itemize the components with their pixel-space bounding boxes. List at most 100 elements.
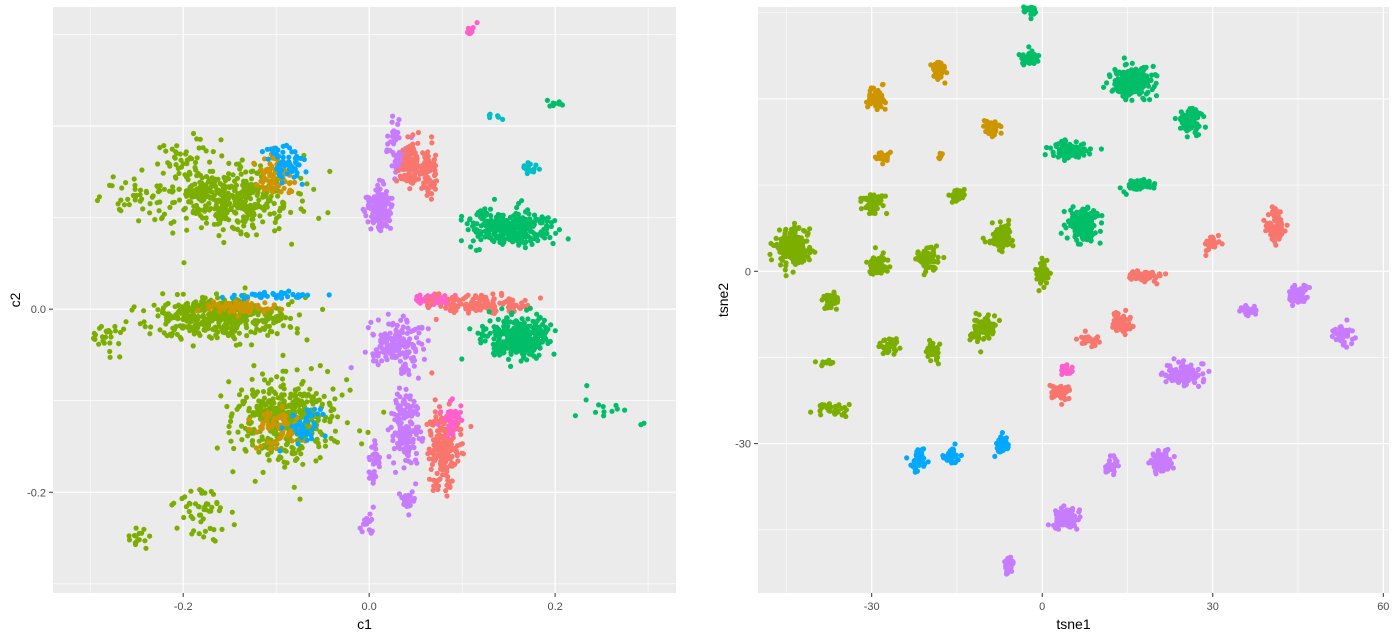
scatter-point bbox=[407, 186, 412, 191]
scatter-point bbox=[272, 228, 277, 233]
scatter-point bbox=[1139, 85, 1144, 90]
scatter-point bbox=[1129, 98, 1134, 103]
scatter-point bbox=[155, 161, 160, 166]
scatter-point bbox=[278, 384, 283, 389]
scatter-point bbox=[266, 440, 271, 445]
scatter-point bbox=[537, 316, 542, 321]
scatter-point bbox=[1178, 115, 1183, 120]
scatter-point bbox=[184, 504, 189, 509]
scatter-point bbox=[601, 413, 606, 418]
scatter-point bbox=[416, 130, 421, 135]
scatter-point bbox=[783, 227, 788, 232]
scatter-point bbox=[250, 222, 255, 227]
scatter-point bbox=[123, 319, 128, 324]
scatter-point bbox=[293, 427, 298, 432]
scatter-point bbox=[442, 463, 447, 468]
scatter-point bbox=[500, 341, 505, 346]
scatter-point bbox=[260, 184, 265, 189]
scatter-point bbox=[1065, 143, 1070, 148]
scatter-point bbox=[251, 363, 256, 368]
scatter-point bbox=[289, 299, 294, 304]
scatter-point bbox=[1154, 93, 1159, 98]
scatter-point bbox=[279, 293, 284, 298]
scatter-point bbox=[389, 425, 394, 430]
scatter-point bbox=[262, 307, 267, 312]
scatter-point bbox=[196, 308, 201, 313]
scatter-point bbox=[426, 297, 431, 302]
scatter-point bbox=[288, 325, 293, 330]
scatter-point bbox=[553, 328, 558, 333]
scatter-point bbox=[142, 319, 147, 324]
scatter-point bbox=[262, 300, 267, 305]
scatter-point bbox=[501, 319, 506, 324]
scatter-point bbox=[117, 207, 122, 212]
scatter-point bbox=[1104, 80, 1109, 85]
scatter-point bbox=[406, 177, 411, 182]
scatter-point bbox=[516, 329, 521, 334]
scatter-point bbox=[243, 285, 248, 290]
scatter-point bbox=[394, 400, 399, 405]
scatter-point bbox=[228, 439, 233, 444]
scatter-point bbox=[466, 227, 471, 232]
scatter-point bbox=[413, 457, 418, 462]
scatter-point bbox=[189, 319, 194, 324]
scatter-point bbox=[327, 401, 332, 406]
scatter-point bbox=[142, 538, 147, 543]
scatter-point bbox=[157, 145, 162, 150]
scatter-point bbox=[438, 304, 443, 309]
scatter-point bbox=[107, 183, 112, 188]
scatter-point bbox=[268, 167, 273, 172]
scatter-point bbox=[376, 317, 381, 322]
scatter-point bbox=[528, 235, 533, 240]
scatter-point bbox=[216, 302, 221, 307]
scatter-point bbox=[279, 404, 284, 409]
scatter-point bbox=[195, 325, 200, 330]
scatter-point bbox=[216, 233, 221, 238]
scatter-point bbox=[834, 307, 839, 312]
scatter-point bbox=[940, 68, 945, 73]
scatter-point bbox=[242, 447, 247, 452]
scatter-point bbox=[318, 363, 323, 368]
scatter-point bbox=[441, 442, 446, 447]
scatter-point bbox=[531, 326, 536, 331]
scatter-point bbox=[436, 291, 441, 296]
scatter-point bbox=[282, 465, 287, 470]
scatter-point bbox=[177, 197, 182, 202]
scatter-point bbox=[1133, 78, 1138, 83]
scatter-point bbox=[410, 167, 415, 172]
scatter-point bbox=[318, 455, 323, 460]
scatter-point bbox=[406, 512, 411, 517]
scatter-point bbox=[261, 389, 266, 394]
scatter-point bbox=[332, 438, 337, 443]
scatter-point bbox=[469, 29, 474, 34]
scatter-point bbox=[404, 318, 409, 323]
scatter-point bbox=[302, 157, 307, 162]
scatter-point bbox=[240, 157, 245, 162]
scatter-point bbox=[228, 419, 233, 424]
scatter-point bbox=[251, 161, 256, 166]
scatter-point bbox=[613, 403, 618, 408]
scatter-point bbox=[429, 134, 434, 139]
scatter-point bbox=[366, 325, 371, 330]
scatter-point bbox=[198, 137, 203, 142]
scatter-point bbox=[880, 161, 885, 166]
scatter-point bbox=[499, 306, 504, 311]
scatter-point bbox=[388, 343, 393, 348]
scatter-point bbox=[138, 199, 143, 204]
scatter-point bbox=[531, 169, 536, 174]
scatter-point bbox=[517, 323, 522, 328]
scatter-point bbox=[1141, 177, 1146, 182]
scatter-point bbox=[220, 215, 225, 220]
scatter-point bbox=[325, 210, 330, 215]
scatter-point bbox=[181, 515, 186, 520]
scatter-point bbox=[387, 350, 392, 355]
scatter-point bbox=[551, 103, 556, 108]
scatter-point bbox=[230, 172, 235, 177]
y-tick-label: -0.2 bbox=[27, 487, 46, 499]
scatter-point bbox=[793, 242, 798, 247]
scatter-point bbox=[402, 340, 407, 345]
scatter-point bbox=[371, 332, 376, 337]
scatter-point bbox=[508, 215, 513, 220]
scatter-point bbox=[387, 218, 392, 223]
